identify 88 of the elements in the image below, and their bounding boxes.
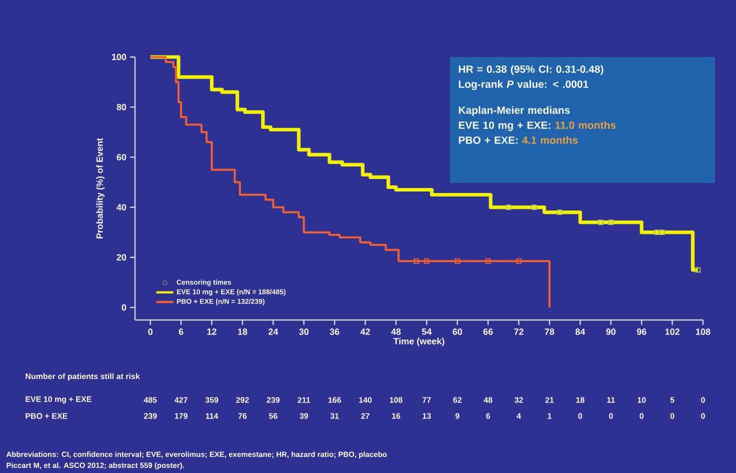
y-axis-title: Probability (%) of Event <box>96 138 105 238</box>
text: 114 <box>206 413 218 419</box>
y-tick-label: 80 <box>116 104 126 110</box>
text: 0 <box>701 397 705 403</box>
x-tick-label: 84 <box>575 328 586 335</box>
point <box>557 210 562 215</box>
text: 427 <box>174 397 188 403</box>
annotation: Kaplan-Meier medians <box>458 106 570 116</box>
text: 1 <box>548 413 552 419</box>
text: 108 <box>390 397 402 403</box>
text: 32 <box>514 397 523 403</box>
y-tick-label: 100 <box>112 54 126 60</box>
x-tick-label: 30 <box>299 328 309 335</box>
text: 9 <box>455 413 460 419</box>
x-tick-label: 0 <box>148 328 152 335</box>
text: EVE 10 mg + EXE <box>26 396 92 404</box>
text: 359 <box>205 397 218 403</box>
point <box>424 258 430 264</box>
point <box>414 258 420 264</box>
text: 211 <box>298 397 310 403</box>
annotation: EVE 10 mg + EXE: <box>458 121 550 132</box>
text: 13 <box>422 413 431 419</box>
text: 0 <box>640 413 644 419</box>
x-tick-label: 42 <box>360 328 370 335</box>
point <box>454 258 460 264</box>
y-tick-label: 0 <box>122 304 126 311</box>
x-tick-label: 96 <box>636 328 646 335</box>
text: 10 <box>638 397 646 403</box>
text: 292 <box>236 397 249 403</box>
x-tick-label: 24 <box>268 328 278 335</box>
x-tick-label: 12 <box>207 328 216 335</box>
point <box>531 204 537 210</box>
text: 39 <box>300 413 308 419</box>
x-tick-label: 90 <box>606 328 616 335</box>
x-tick-label: 48 <box>391 328 401 335</box>
text: PBO + EXE <box>26 413 68 419</box>
text: 11 <box>607 397 615 403</box>
text: 18 <box>576 397 584 403</box>
text: 16 <box>392 413 400 419</box>
x-tick-label: 102 <box>665 328 680 335</box>
text: 56 <box>269 413 278 419</box>
text: 140 <box>359 397 372 403</box>
x-tick-label: 66 <box>483 328 493 335</box>
y-tick-label: 60 <box>116 154 126 160</box>
text: 239 <box>266 397 280 403</box>
text: 6 <box>486 413 490 419</box>
text: 21 <box>545 397 554 403</box>
text: 0 <box>670 413 674 419</box>
text: Number of patients still at risk <box>26 373 140 381</box>
x-tick-label: 36 <box>330 328 340 335</box>
x-tick-label: 60 <box>452 328 462 335</box>
y-tick-label: 40 <box>116 204 126 210</box>
x-tick-label: 108 <box>696 328 710 335</box>
point <box>608 220 614 226</box>
text: 77 <box>422 397 431 403</box>
point <box>485 258 491 264</box>
text: 5 <box>670 397 674 403</box>
text: 485 <box>144 397 157 403</box>
annotation: 4.1 months <box>522 136 578 144</box>
text: 48 <box>484 397 492 403</box>
text: 76 <box>238 413 247 419</box>
text: 166 <box>328 397 341 403</box>
x-tick-label: 72 <box>514 328 524 335</box>
annotation: PBO + EXE: <box>458 136 518 144</box>
annotation: Log-rank P value: < .0001 <box>458 80 588 90</box>
x-axis-title: Time (week) <box>393 338 444 346</box>
point <box>695 267 701 273</box>
text: 4 <box>516 413 521 419</box>
x-tick-label: 18 <box>238 328 248 335</box>
text: 0 <box>578 413 582 419</box>
text: 179 <box>174 413 188 419</box>
text: 31 <box>330 413 339 419</box>
text: 239 <box>144 413 157 419</box>
x-tick-label: 6 <box>178 328 184 335</box>
text: 62 <box>453 397 462 403</box>
annotation: HR = 0.38 (95% CI: 0.31-0.48) <box>458 65 604 75</box>
point <box>516 258 522 264</box>
point <box>659 230 665 236</box>
y-tick-label: 20 <box>116 254 126 261</box>
x-tick-label: 78 <box>544 328 554 335</box>
text: 27 <box>361 413 370 419</box>
text: 0 <box>701 413 705 419</box>
point <box>506 204 512 210</box>
text: 0 <box>608 413 613 419</box>
x-tick-label: 54 <box>422 328 432 335</box>
annotation: 11.0 months <box>555 121 616 129</box>
point <box>598 220 604 226</box>
point <box>654 230 660 236</box>
